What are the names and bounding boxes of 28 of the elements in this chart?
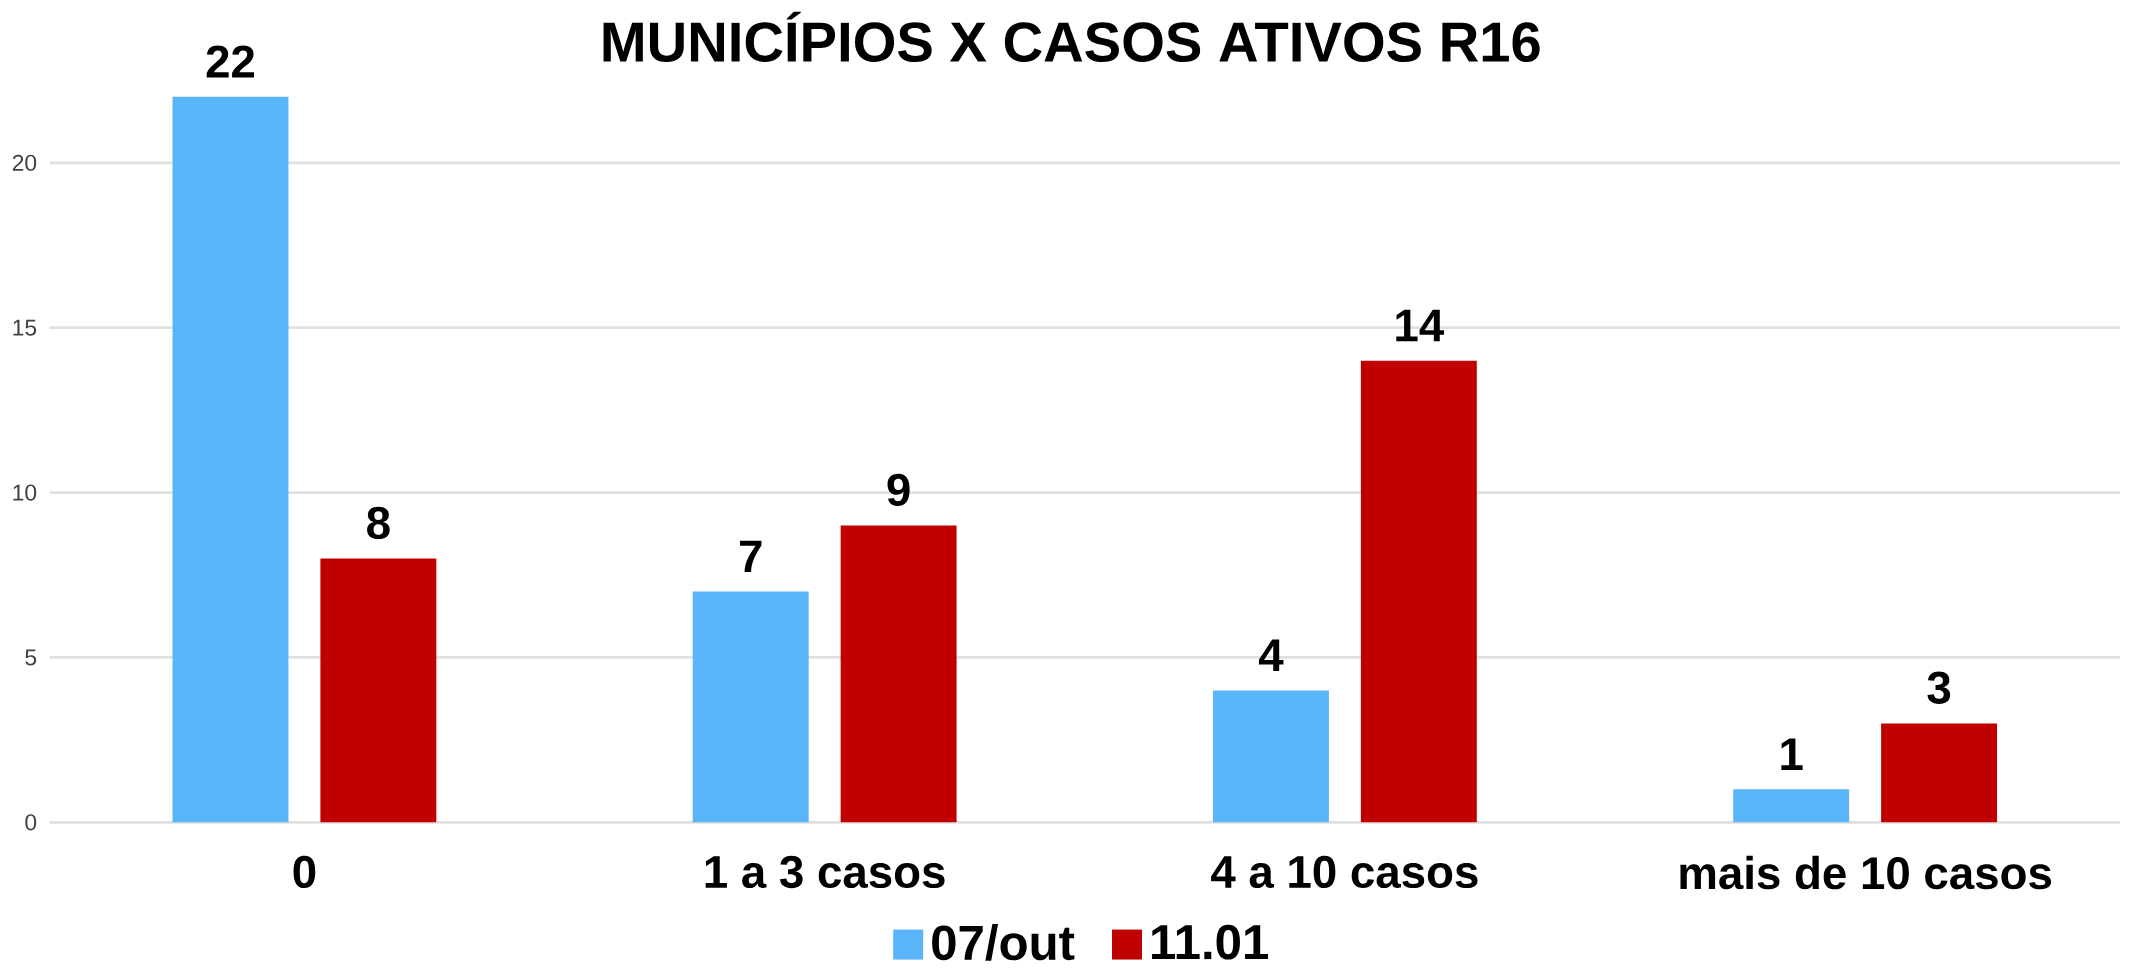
data-label: 3	[1927, 671, 1951, 704]
data-label: 7	[740, 540, 762, 573]
y-tick-label: 5	[25, 649, 37, 666]
x-tick-label: mais de 10 casos	[1680, 855, 2052, 890]
data-label: 22	[206, 45, 255, 78]
y-tick-label: 10	[13, 484, 37, 501]
legend-label: 11.01	[1152, 924, 1268, 960]
bar	[1212, 690, 1329, 823]
bar	[840, 525, 957, 823]
bar	[1881, 723, 1998, 823]
bar	[1733, 789, 1850, 823]
bar	[320, 558, 437, 823]
legend-label: 07/out	[932, 924, 1075, 961]
y-tick-label: 20	[12, 154, 37, 171]
y-tick-label: 15	[13, 319, 37, 336]
data-label: 1	[1781, 738, 1803, 770]
data-label: 14	[1396, 309, 1445, 342]
data-label: 4	[1258, 639, 1284, 671]
data-label: 9	[887, 473, 910, 507]
bar	[692, 591, 809, 823]
x-tick-label: 4 a 10 casos	[1211, 855, 1478, 889]
data-label: 8	[367, 506, 390, 540]
x-tick-label: 1 a 3 casos	[705, 855, 945, 889]
chart-title: MUNICÍPIOS X CASOS ATIVOS R16	[603, 11, 1540, 63]
bar	[172, 96, 289, 823]
bar	[1360, 360, 1477, 823]
x-tick-label: 0	[293, 855, 316, 889]
y-tick-label: 0	[25, 814, 37, 831]
